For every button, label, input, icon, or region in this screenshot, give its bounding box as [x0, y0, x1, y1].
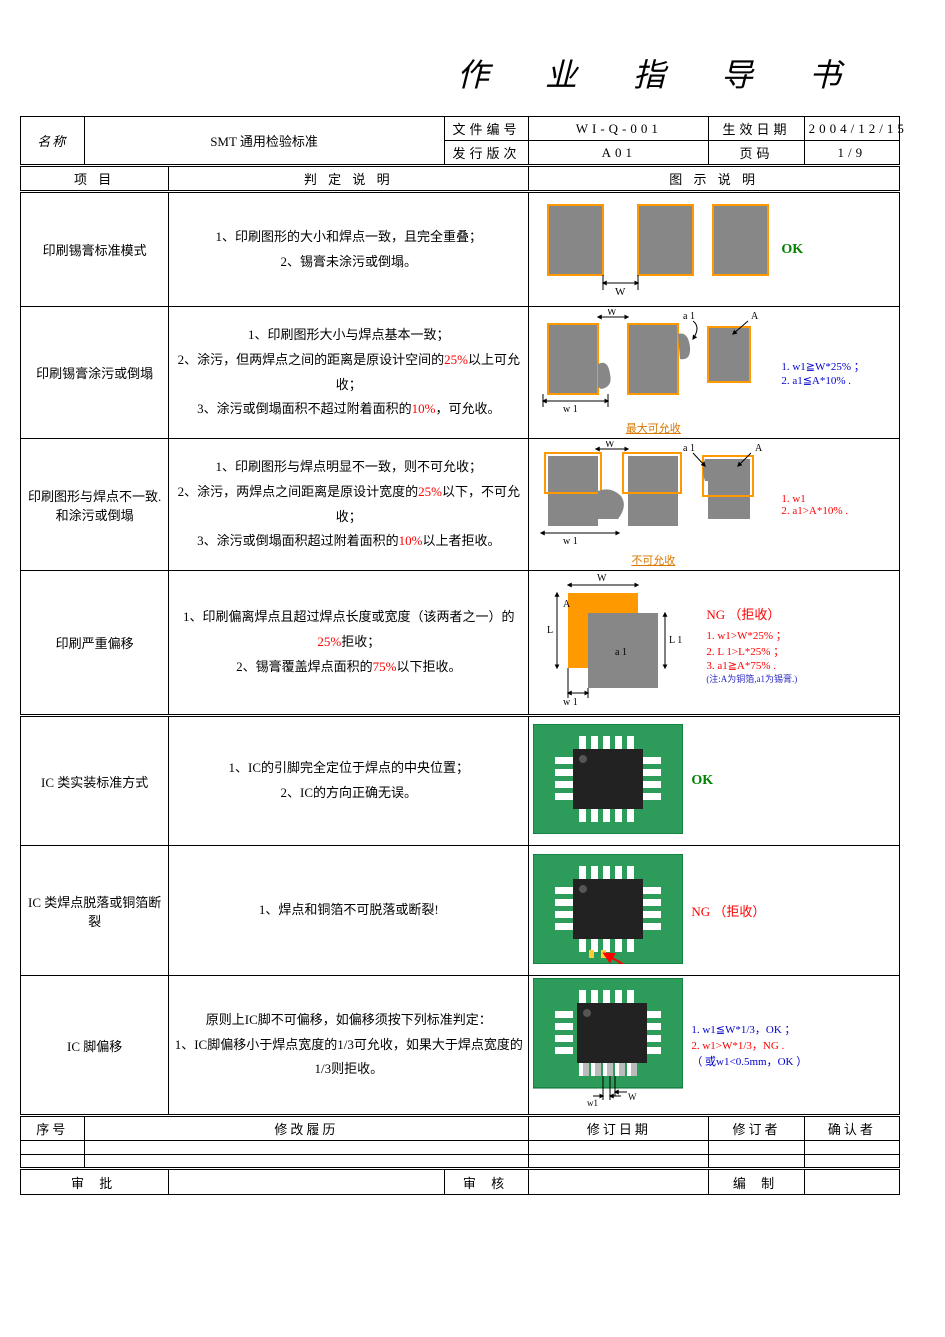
item-name: IC 类实装标准方式	[21, 716, 169, 846]
criteria-text: 1、印刷图形的大小和焊点一致，且完全重叠；2、锡膏未涂污或倒塌。	[169, 192, 529, 307]
docno-value: WI-Q-001	[529, 117, 709, 141]
compile-value	[804, 1169, 899, 1195]
criteria-text: 1、印刷图形与焊点明显不一致，则不可允收；2、涂污，两焊点之间距离是原设计宽度的…	[169, 439, 529, 571]
item-name: 印刷严重偏移	[21, 571, 169, 716]
name-label: 名称	[21, 117, 85, 166]
compile-label: 编 制	[709, 1169, 804, 1195]
diagram: 不可允收 1. w12. a1>A*10% .	[529, 439, 900, 571]
docno-label: 文件编号	[444, 117, 529, 141]
criteria-text: 原则上IC脚不可偏移，如偏移须按下列标准判定：1、IC脚偏移小于焊点宽度的1/3…	[169, 976, 529, 1116]
rev-reviser: 修订者	[709, 1116, 804, 1141]
criteria-text: 1、IC的引脚完全定位于焊点的中央位置；2、IC的方向正确无误。	[169, 716, 529, 846]
review-value	[529, 1169, 709, 1195]
diagram: 1. w1≦W*1/3，OK ；2. w1>W*1/3，NG .（ 或w1<0.…	[529, 976, 900, 1116]
effdate-label: 生效日期	[709, 117, 804, 141]
diagram: 最大可允收 1. w1≧W*25% ；2. a1≦A*10% .	[529, 307, 900, 439]
item-name: 印刷锡膏标准模式	[21, 192, 169, 307]
item-name: IC 脚偏移	[21, 976, 169, 1116]
rev-history: 修改履历	[84, 1116, 529, 1141]
rev-confirmer: 确认者	[804, 1116, 899, 1141]
diagram: OK	[529, 192, 900, 307]
document-title: 作 业 指 导 书	[20, 20, 925, 116]
diagram: NG （拒收）	[529, 846, 900, 976]
criteria-text: 1、印刷图形大小与焊点基本一致；2、涂污，但两焊点之间的距离是原设计空间的25%…	[169, 307, 529, 439]
effdate-value: 2004/12/15	[804, 117, 899, 141]
col-illustration: 图 示 说 明	[529, 166, 900, 192]
page-value: 1/9	[804, 141, 899, 166]
item-name: IC 类焊点脱落或铜箔断裂	[21, 846, 169, 976]
col-item: 项 目	[21, 166, 169, 192]
diagram: OK	[529, 716, 900, 846]
rev-seq: 序号	[21, 1116, 85, 1141]
rev-value: A01	[529, 141, 709, 166]
page-label: 页码	[709, 141, 804, 166]
inspection-table: 名称 SMT 通用检验标准 文件编号 WI-Q-001 生效日期 2004/12…	[20, 116, 900, 1195]
review-label: 审 核	[444, 1169, 529, 1195]
diagram: NG （拒收）1. w1>W*25% ；2. L 1>L*25% ；3. a1≧…	[529, 571, 900, 716]
approve-value	[169, 1169, 444, 1195]
col-criteria: 判 定 说 明	[169, 166, 529, 192]
item-name: 印刷锡膏涂污或倒塌	[21, 307, 169, 439]
criteria-text: 1、印刷偏离焊点且超过焊点长度或宽度（该两者之一）的 25%拒收；2、锡膏覆盖焊…	[169, 571, 529, 716]
criteria-text: 1、焊点和铜箔不可脱落或断裂!	[169, 846, 529, 976]
rev-date: 修订日期	[529, 1116, 709, 1141]
rev-label: 发行版次	[444, 141, 529, 166]
approve-label: 审 批	[21, 1169, 169, 1195]
doc-subtitle: SMT 通用检验标准	[84, 117, 444, 166]
item-name: 印刷图形与焊点不一致.和涂污或倒塌	[21, 439, 169, 571]
